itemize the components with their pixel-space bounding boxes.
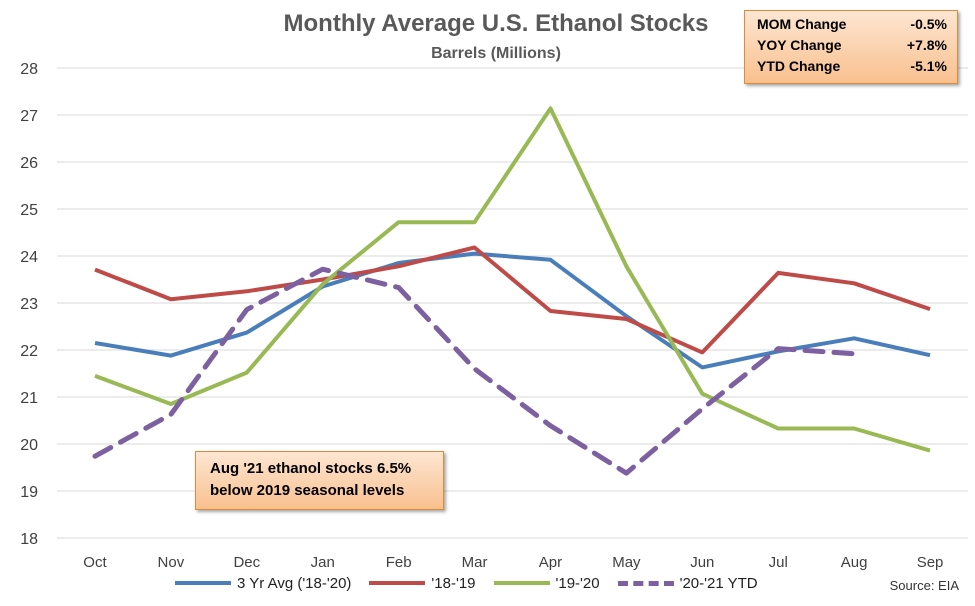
x-tick-label: Dec xyxy=(233,554,260,571)
y-tick-label: 18 xyxy=(20,531,38,548)
legend-label: '20-'21 YTD xyxy=(679,574,758,592)
legend-swatch xyxy=(493,581,550,585)
y-tick-label: 25 xyxy=(20,202,38,219)
gridlines xyxy=(57,67,968,539)
x-tick-label: Oct xyxy=(83,554,107,571)
y-tick-label: 21 xyxy=(20,390,38,407)
x-tick-label: Sep xyxy=(917,554,944,571)
stats-row-ytd: YTD Change -5.1% xyxy=(757,56,947,77)
chart-legend: 3 Yr Avg ('18-'20) '18-'19 '19-'20 '20-'… xyxy=(175,572,776,594)
y-axis-tick-labels: 18 19 20 21 22 23 24 25 26 27 28 xyxy=(20,61,38,548)
x-tick-label: May xyxy=(612,554,641,571)
x-axis-tick-labels: Oct Nov Dec Jan Feb Mar Apr May Jun Jul Aug Sep xyxy=(83,554,943,571)
stats-row-yoy: YOY Change +7.8% xyxy=(757,35,947,56)
callout-line-2: below 2019 seasonal levels xyxy=(210,482,405,499)
legend-swatch xyxy=(617,580,674,586)
chart-title: Monthly Average U.S. Ethanol Stocks xyxy=(284,10,709,37)
series-lines xyxy=(92,106,931,476)
legend-item-20-21-ytd: '20-'21 YTD xyxy=(617,574,758,592)
legend-swatch xyxy=(369,581,426,585)
legend-item-19-20: '19-'20 xyxy=(493,574,600,592)
x-tick-label: Feb xyxy=(386,554,412,571)
x-tick-label: Nov xyxy=(158,554,185,571)
y-tick-label: 24 xyxy=(20,249,38,266)
legend-swatch xyxy=(175,581,231,585)
x-tick-label: Jan xyxy=(311,554,335,571)
annotation-callout: Aug '21 ethanol stocks 6.5% below 2019 s… xyxy=(195,451,444,510)
stats-label: YTD Change xyxy=(757,58,841,74)
source-note: Source: EIA xyxy=(889,578,959,593)
y-tick-label: 20 xyxy=(20,437,38,454)
callout-line-1: Aug '21 ethanol stocks 6.5% xyxy=(210,460,412,477)
y-tick-label: 22 xyxy=(20,343,38,360)
y-tick-label: 19 xyxy=(20,484,38,501)
series-line-3 xyxy=(92,266,857,476)
series-line-1 xyxy=(94,245,931,355)
legend-item-3yr-avg: 3 Yr Avg ('18-'20) xyxy=(175,575,351,592)
x-tick-label: Jul xyxy=(769,554,788,571)
change-stats-box: MOM Change -0.5% YOY Change +7.8% YTD Ch… xyxy=(744,10,958,84)
stats-value: -5.1% xyxy=(910,58,947,74)
stats-label: YOY Change xyxy=(757,37,842,53)
x-tick-label: Apr xyxy=(539,554,562,571)
x-tick-label: Jun xyxy=(690,554,714,571)
stats-row-mom: MOM Change -0.5% xyxy=(757,14,947,35)
stats-value: +7.8% xyxy=(906,37,947,53)
legend-item-18-19: '18-'19 xyxy=(369,574,476,592)
series-line-2 xyxy=(94,106,931,453)
y-tick-label: 23 xyxy=(20,296,38,313)
legend-label: '18-'19 xyxy=(431,574,476,592)
legend-label: 3 Yr Avg ('18-'20) xyxy=(237,574,352,592)
legend-label: '19-'20 xyxy=(555,574,600,592)
x-tick-label: Aug xyxy=(841,554,868,571)
y-tick-label: 27 xyxy=(20,108,38,125)
y-tick-label: 26 xyxy=(20,155,38,172)
chart-subtitle: Barrels (Millions) xyxy=(431,45,561,62)
stats-label: MOM Change xyxy=(757,16,847,32)
y-tick-label: 28 xyxy=(20,61,38,78)
stats-value: -0.5% xyxy=(910,16,947,32)
x-tick-label: Mar xyxy=(462,554,488,571)
